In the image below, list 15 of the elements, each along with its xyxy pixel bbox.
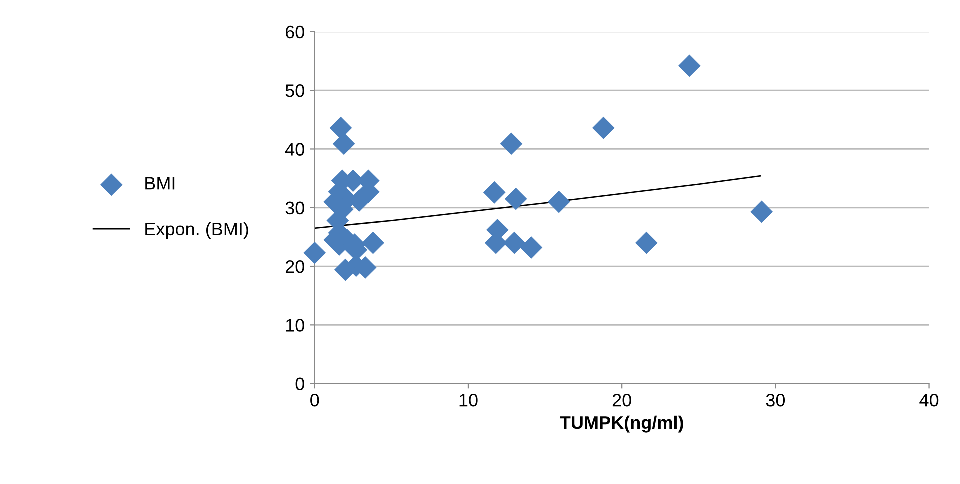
y-tick-label: 30 (286, 202, 304, 215)
y-tick-label: 10 (286, 319, 304, 332)
y-tick-label: 60 (286, 26, 304, 39)
x-tick-label: 30 (766, 394, 786, 407)
x-axis-title: TUMPK(ng/ml) (560, 416, 684, 433)
y-tick-label: 40 (285, 143, 304, 156)
legend-label: Expon. (BMI) (146, 222, 248, 240)
legend-label: BMI (146, 177, 175, 190)
x-tick-label: 0 (310, 394, 320, 407)
y-tick-label: 20 (286, 260, 304, 274)
x-tick-label: 10 (460, 394, 478, 407)
x-tick-label: 40 (920, 394, 939, 407)
x-tick-label: 20 (612, 394, 632, 407)
y-tick-label: 50 (286, 84, 304, 98)
y-tick-label: 0 (296, 378, 304, 391)
